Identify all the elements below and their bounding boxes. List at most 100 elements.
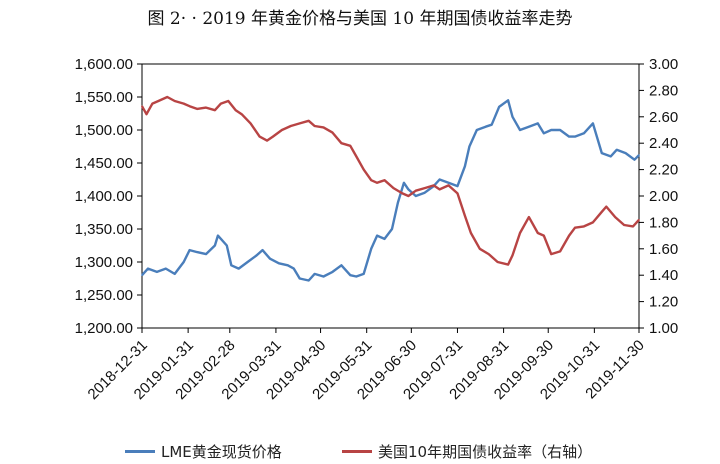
right-tick-label: 1.60 [649, 241, 678, 258]
gold-price-point [261, 249, 264, 251]
legend: LME黄金现货价格 美国10年期国债收益率（右轴） [110, 440, 710, 462]
treasury-yield-point [543, 234, 545, 237]
left-tick-label: 1,300.00 [75, 254, 133, 271]
treasury-yield-point [401, 192, 404, 195]
gold-price-point [141, 274, 143, 277]
right-tick-label: 1.40 [649, 267, 678, 284]
gold-price-point [447, 182, 450, 184]
gold-price-point [601, 152, 603, 154]
treasury-yield-point [340, 142, 343, 144]
treasury-yield-point [220, 102, 222, 105]
right-tick-label: 2.20 [649, 162, 678, 179]
gold-price-point [507, 99, 509, 102]
gold-price-point [214, 244, 216, 247]
treasury-yield-point [205, 106, 207, 109]
treasury-yield-point [623, 224, 625, 226]
gold-price-point [550, 129, 552, 131]
treasury-yield-point [258, 135, 261, 138]
treasury-yield-point [145, 113, 148, 115]
gold-price-point [583, 132, 585, 135]
right-tick-label: 2.60 [649, 109, 678, 126]
gold-price-point [147, 267, 149, 270]
treasury-yield-point [568, 234, 570, 237]
treasury-yield-point [290, 125, 292, 127]
treasury-yield-point [592, 221, 594, 224]
treasury-yield-point [487, 253, 490, 255]
treasury-yield-point [383, 179, 386, 181]
gold-price-point [397, 201, 399, 204]
gold-price-point [287, 264, 289, 267]
treasury-yield-point [214, 109, 216, 111]
treasury-yield-point [464, 215, 466, 217]
gold-price-point [537, 122, 539, 125]
gold-price-point [217, 234, 219, 237]
plot-area [141, 63, 640, 329]
treasury-yield-point [151, 102, 154, 105]
left-tick-label: 1,600.00 [75, 56, 133, 73]
gold-price-point [362, 273, 365, 275]
gold-price-point [237, 267, 240, 270]
treasury-yield-point [550, 253, 552, 255]
gold-price-point [407, 188, 410, 191]
treasury-yield-point [456, 192, 459, 195]
right-tick-label: 1.20 [649, 294, 678, 311]
gold-price-point [484, 125, 487, 128]
gold-price-point [226, 244, 228, 247]
gold-price-point [592, 122, 594, 125]
gold-price-point [568, 135, 570, 138]
gold-price-point [376, 234, 378, 237]
treasury-yield-point [349, 145, 352, 147]
gold-price-point [498, 106, 500, 108]
treasury-yield-point [227, 100, 230, 102]
treasury-yield-point [511, 254, 514, 257]
gold-price-point [230, 264, 233, 267]
treasury-yield-point [188, 105, 191, 107]
left-tick-label: 1,500.00 [75, 122, 133, 139]
gold-price-point [511, 116, 514, 118]
gold-price-point [528, 125, 530, 128]
left-tick-label: 1,250.00 [75, 287, 133, 304]
treasury-yield-point [307, 120, 310, 122]
treasury-yield-point [313, 125, 316, 127]
gold-price-point [468, 145, 471, 148]
gold-price-point [205, 253, 207, 255]
left-y-axis: 1,200.00 1,250.00 1,300.00 1,350.00 1,400.00… [75, 56, 142, 337]
gold-price-point [340, 264, 343, 267]
gold-price-point [322, 275, 325, 278]
treasury-yield-point [234, 109, 237, 111]
gold-price-point [165, 267, 167, 270]
gold-price-point [383, 238, 386, 240]
treasury-yield-point [537, 232, 539, 234]
gold-price-point [624, 152, 627, 154]
treasury-yield-point [322, 126, 325, 129]
legend-swatch-yield [342, 449, 372, 453]
gold-price-point [349, 274, 352, 277]
right-tick-label: 2.80 [649, 82, 678, 99]
gold-price-point [464, 165, 466, 168]
gold-price-point [331, 271, 334, 273]
gold-price-point [255, 254, 258, 257]
gold-price-point [490, 123, 493, 126]
gold-price-point [269, 257, 271, 260]
gold-price-point [476, 129, 478, 131]
treasury-yield-point [362, 168, 365, 171]
gold-price-point [307, 279, 310, 282]
x-axis: 2018-12-312019-01-312019-02-282019-03-31… [85, 328, 648, 403]
treasury-yield-point [507, 263, 509, 266]
gold-price-point [298, 277, 301, 280]
gold-price-point [293, 267, 295, 270]
treasury-yield-point [355, 155, 358, 158]
treasury-yield-point [632, 225, 634, 228]
treasury-yield-point [166, 96, 169, 98]
treasury-yield-point [298, 122, 301, 125]
legend-item-yield: 美国10年期国债收益率（右轴） [342, 440, 592, 462]
legend-label-yield: 美国10年期国债收益率（右轴） [378, 442, 593, 461]
treasury-yield-point [423, 187, 426, 189]
treasury-yield-point [370, 179, 373, 181]
gold-price-point [559, 129, 561, 131]
treasury-yield-point [432, 184, 435, 187]
gold-price-point [456, 185, 459, 187]
gold-price-point [313, 273, 316, 275]
treasury-yield-point [249, 122, 252, 125]
gold-price-point [196, 251, 198, 253]
